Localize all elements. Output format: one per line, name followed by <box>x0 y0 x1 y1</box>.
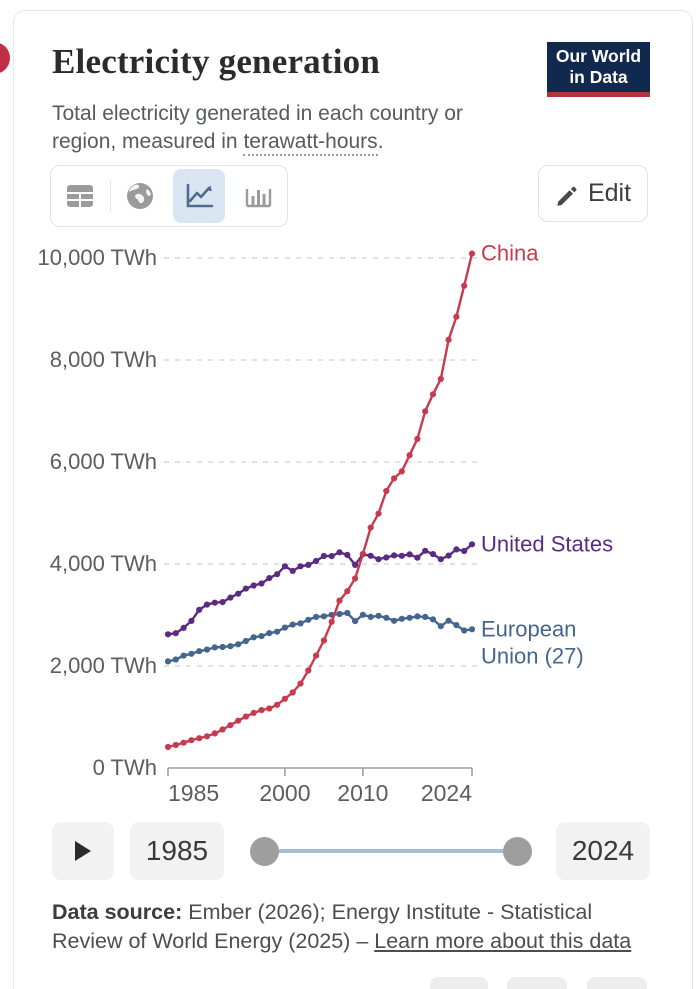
series-label: European <box>481 616 576 641</box>
data-source-text1: Ember (2026); Energy Institute - <box>182 900 501 924</box>
svg-text:2010: 2010 <box>337 780 388 806</box>
view-switcher <box>50 165 288 227</box>
series-label: China <box>481 241 539 266</box>
clipped-red-badge <box>0 42 10 74</box>
line-chart-icon <box>186 183 214 208</box>
svg-text:6,000 TWh: 6,000 TWh <box>50 449 157 474</box>
data-source-text2: Statistical Review of World Energy (2025… <box>52 900 593 953</box>
timeline-slider-track[interactable] <box>264 849 517 853</box>
svg-text:1985: 1985 <box>168 780 219 806</box>
bottom-action-stub-2[interactable] <box>507 977 567 989</box>
tab-bar-chart[interactable] <box>228 166 287 226</box>
subtitle-period: . <box>377 129 384 153</box>
tab-map[interactable] <box>111 166 170 226</box>
end-year-label: 2024 <box>571 835 635 866</box>
svg-text:0 TWh: 0 TWh <box>93 755 157 780</box>
svg-text:4,000 TWh: 4,000 TWh <box>50 551 157 576</box>
owid-logo-line2: in Data <box>569 67 628 87</box>
play-icon <box>75 841 91 861</box>
pencil-icon <box>557 186 577 206</box>
svg-text:10,000 TWh: 10,000 TWh <box>38 245 157 270</box>
toolbar-divider <box>109 179 111 213</box>
timeline-handle-end[interactable] <box>503 837 532 866</box>
globe-icon <box>127 183 154 209</box>
play-button[interactable] <box>52 822 114 880</box>
tab-line-chart[interactable] <box>170 166 229 226</box>
series-label: United States <box>481 531 613 556</box>
data-source-label: Data source: <box>52 900 183 924</box>
edit-button-label: Edit <box>587 179 632 207</box>
svg-text:8,000 TWh: 8,000 TWh <box>50 347 157 372</box>
timeline-handle-start[interactable] <box>250 837 279 866</box>
bottom-action-stub-3[interactable] <box>587 977 647 989</box>
series-label: Union (27) <box>481 643 584 668</box>
svg-text:2024: 2024 <box>421 780 472 806</box>
timeline-end-year[interactable]: 2024 <box>556 822 650 880</box>
table-icon <box>67 185 94 207</box>
tab-table[interactable] <box>51 166 110 226</box>
learn-more-link[interactable]: Learn more about this data <box>374 928 632 953</box>
owid-logo[interactable]: Our World in Data <box>547 42 650 92</box>
start-year-label: 1985 <box>145 835 209 866</box>
page-title: Electricity generation <box>52 42 381 81</box>
chart-subtitle: Total electricity generated in each coun… <box>52 100 532 156</box>
edit-button[interactable]: Edit <box>538 165 648 222</box>
svg-text:2000: 2000 <box>259 780 310 806</box>
timeline-start-year[interactable]: 1985 <box>130 822 224 880</box>
subtitle-text: Total electricity generated in each coun… <box>52 102 463 153</box>
bar-chart-icon <box>245 189 271 208</box>
data-source-note: Data source: Ember (2026); Energy Instit… <box>52 898 652 955</box>
owid-logo-line1: Our World <box>555 46 642 67</box>
svg-text:2,000 TWh: 2,000 TWh <box>50 653 157 678</box>
bottom-action-stub-1[interactable] <box>430 977 488 989</box>
terawatt-hours-term[interactable]: terawatt-hours <box>243 129 378 156</box>
owid-logo-red-strip <box>547 92 650 97</box>
